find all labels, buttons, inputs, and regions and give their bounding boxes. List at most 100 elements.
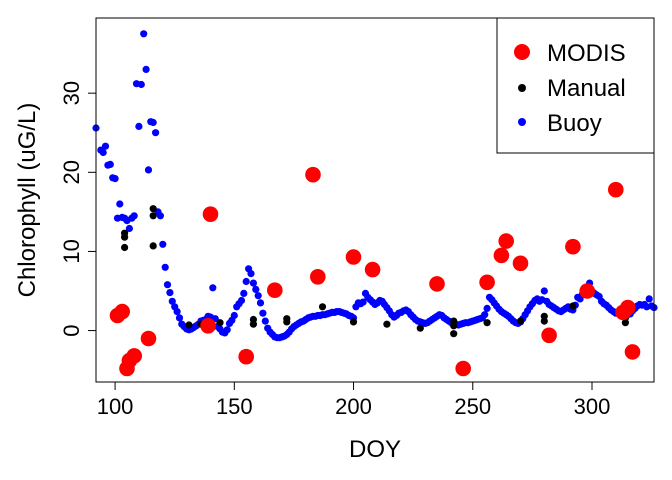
manual-point-13 (318, 303, 327, 311)
buoy-point-19 (140, 30, 148, 38)
legend-label-modis: MODIS (547, 40, 626, 67)
buoy-point-33 (173, 308, 181, 316)
buoy-point-18 (137, 80, 145, 89)
legend-label-buoy: Buoy (547, 110, 602, 137)
buoy-point-61 (240, 289, 248, 297)
manual-point-8 (216, 319, 224, 327)
x-tick-label-100: 100 (97, 394, 134, 419)
manual-point-12 (283, 318, 291, 326)
buoy-point-31 (168, 297, 176, 305)
buoy-point-163 (483, 304, 491, 312)
buoy-point-65 (249, 279, 257, 287)
legend-marker-modis (514, 44, 530, 60)
buoy-point-68 (256, 299, 265, 307)
modis-point-8 (238, 348, 254, 365)
y-tick-label-20: 20 (59, 160, 84, 184)
modis-point-22 (579, 283, 595, 299)
legend: MODIS Manual Buoy (496, 17, 655, 154)
manual-point-19 (450, 330, 458, 338)
modis-point-11 (310, 269, 326, 285)
modis-point-12 (345, 249, 362, 265)
manual-point-6 (185, 321, 193, 329)
modis-point-16 (479, 274, 495, 291)
modis-point-21 (565, 238, 581, 255)
buoy-point-21 (144, 166, 153, 174)
buoy-point-2 (99, 148, 107, 157)
modis-point-19 (512, 255, 529, 272)
buoy-point-62 (242, 277, 250, 286)
modis-point-1 (114, 303, 130, 320)
manual-point-3 (149, 205, 157, 213)
buoy-series (92, 30, 658, 342)
manual-point-1 (121, 233, 129, 241)
buoy-point-60 (237, 296, 246, 305)
legend-marker-manual (518, 84, 526, 92)
x-axis-title: DOY (349, 436, 401, 463)
modis-series (109, 166, 641, 377)
buoy-point-20 (142, 65, 150, 73)
buoy-point-48 (209, 284, 217, 292)
buoy-point-64 (247, 270, 255, 278)
modis-point-9 (267, 282, 283, 299)
buoy-point-3 (101, 142, 110, 150)
x-axis: 100 150 200 250 300 (97, 382, 611, 419)
buoy-point-187 (540, 287, 548, 295)
buoy-point-28 (161, 263, 169, 271)
y-axis-title: Chlorophyll (uG/L) (14, 103, 41, 298)
buoy-point-162 (481, 311, 489, 319)
modis-point-17 (493, 247, 510, 264)
manual-point-15 (383, 320, 391, 328)
manual-point-20 (483, 319, 491, 327)
manual-point-24 (569, 302, 577, 310)
buoy-point-5 (106, 160, 114, 168)
buoy-point-111 (359, 298, 367, 306)
modis-point-18 (498, 233, 514, 249)
modis-point-4 (126, 348, 142, 364)
modis-point-13 (364, 261, 381, 278)
legend-label-manual: Manual (547, 75, 626, 102)
manual-point-4 (149, 212, 157, 220)
buoy-point-34 (175, 314, 184, 322)
manual-point-5 (149, 242, 157, 250)
plot-frame (95, 17, 655, 383)
buoy-point-54 (223, 326, 231, 334)
modis-point-20 (541, 327, 557, 344)
manual-point-27 (621, 319, 630, 327)
buoy-point-67 (254, 292, 262, 300)
buoy-point-27 (159, 240, 167, 248)
buoy-point-231 (645, 295, 653, 303)
buoy-point-57 (230, 311, 238, 320)
modis-point-5 (140, 330, 157, 347)
y-axis: 0 10 20 30 (59, 81, 96, 337)
buoy-point-23 (149, 118, 157, 127)
x-tick-label-200: 200 (335, 394, 372, 419)
manual-point-21 (516, 317, 525, 325)
modis-point-25 (620, 299, 636, 316)
manual-series (121, 205, 630, 338)
y-tick-label-0: 0 (59, 324, 84, 336)
x-tick-label-300: 300 (574, 394, 611, 419)
buoy-point-26 (156, 212, 164, 220)
manual-point-23 (540, 317, 548, 325)
y-tick-label-30: 30 (59, 81, 84, 105)
buoy-point-70 (261, 317, 269, 325)
buoy-point-24 (152, 129, 160, 137)
modis-point-15 (455, 360, 472, 377)
modis-point-6 (200, 318, 216, 334)
buoy-point-29 (163, 281, 172, 289)
x-tick-label-150: 150 (216, 394, 253, 419)
buoy-point-30 (166, 289, 174, 297)
buoy-point-69 (259, 309, 267, 317)
modis-point-26 (624, 344, 641, 360)
modis-point-23 (608, 181, 624, 198)
y-tick-label-10: 10 (59, 239, 84, 263)
buoy-point-15 (130, 212, 138, 220)
x-tick-label-250: 250 (454, 394, 491, 419)
buoy-point-7 (111, 175, 119, 183)
legend-marker-buoy (518, 118, 526, 126)
buoy-point-17 (135, 122, 143, 130)
manual-point-18 (450, 322, 458, 330)
manual-point-2 (121, 243, 129, 252)
buoy-point-66 (252, 285, 260, 293)
